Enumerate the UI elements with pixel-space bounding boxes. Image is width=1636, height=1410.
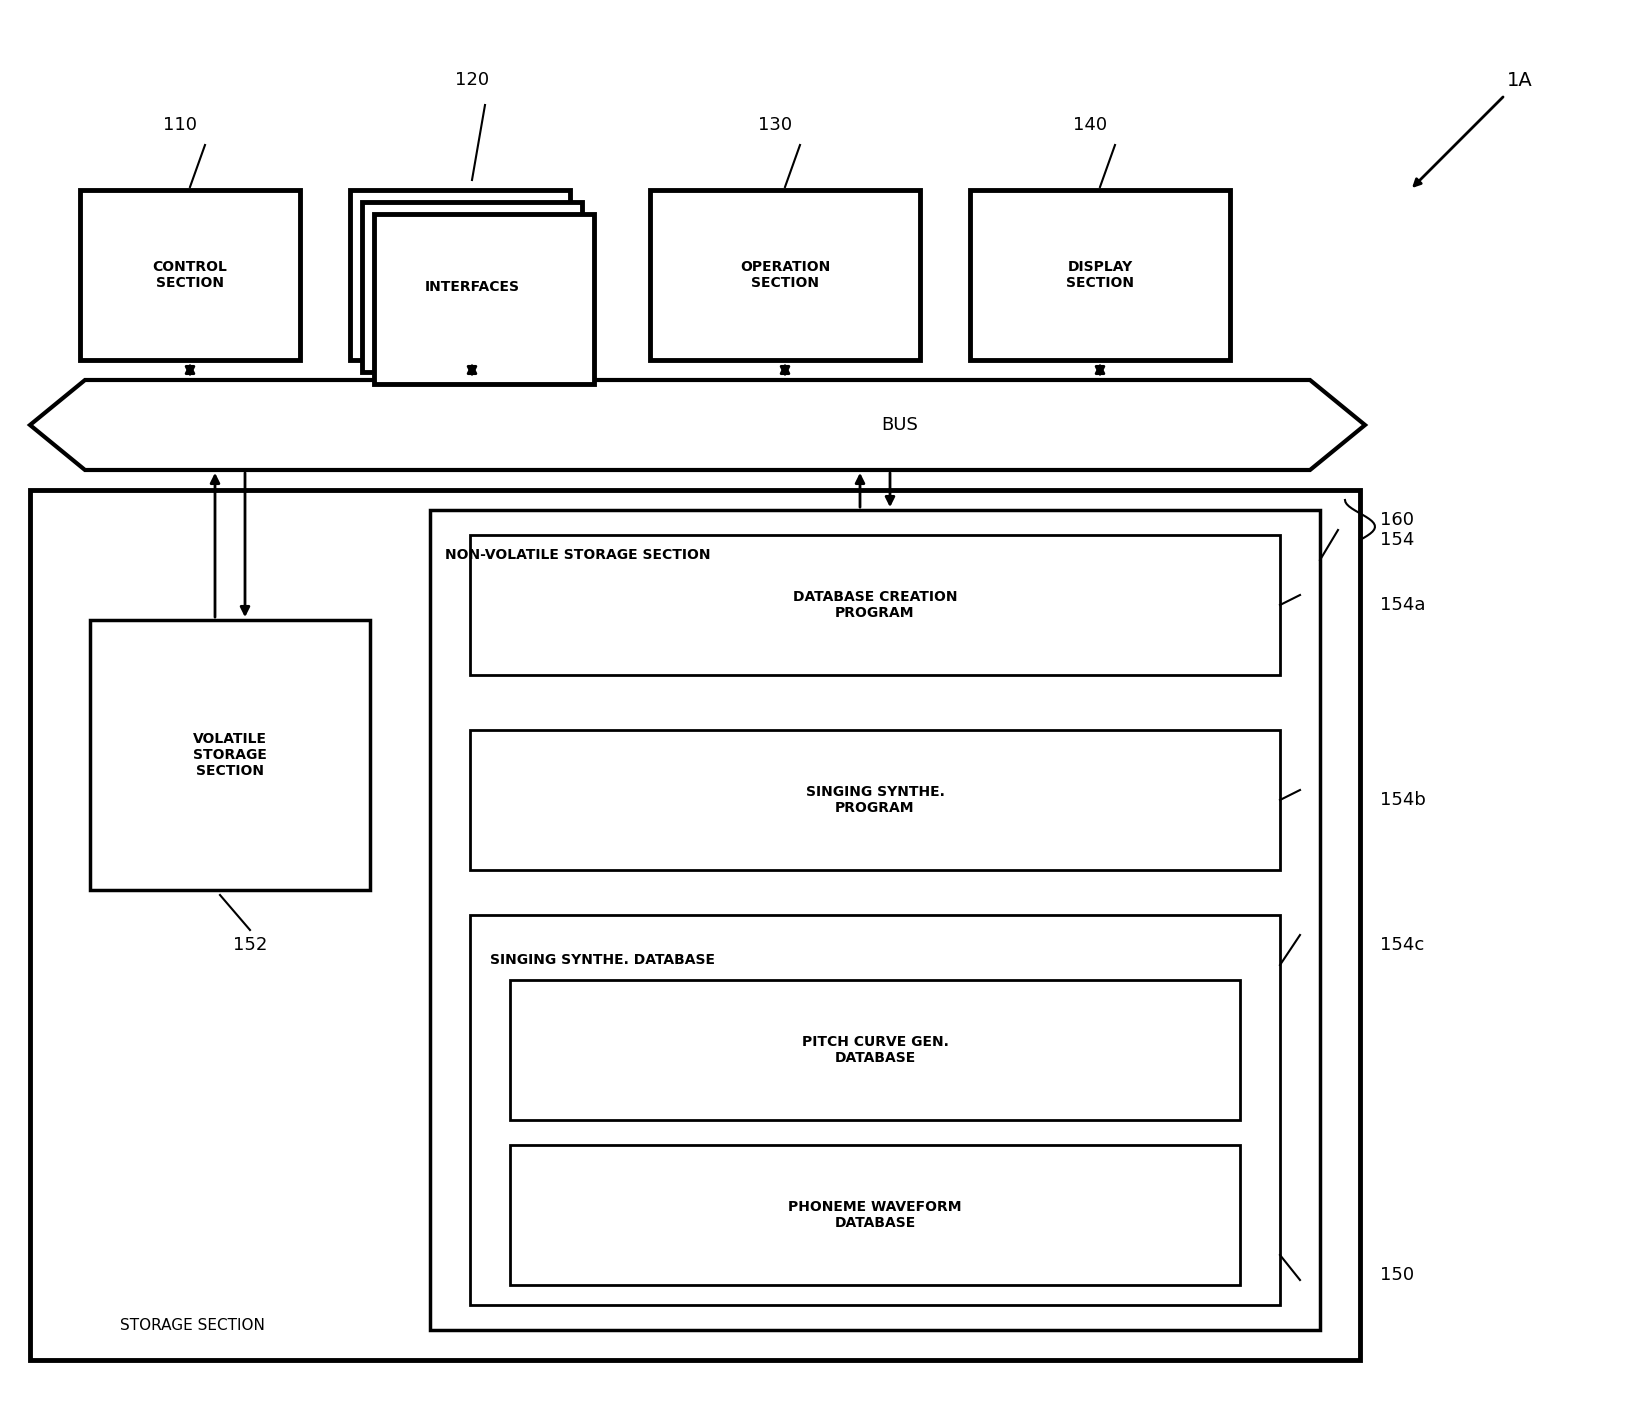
Bar <box>90 620 370 890</box>
Text: 140: 140 <box>1073 116 1108 134</box>
Text: 154b: 154b <box>1381 791 1427 809</box>
Text: 154a: 154a <box>1381 596 1425 613</box>
Text: PITCH CURVE GEN.
DATABASE: PITCH CURVE GEN. DATABASE <box>802 1035 949 1065</box>
Text: STORAGE SECTION: STORAGE SECTION <box>119 1317 265 1332</box>
Text: SINGING SYNTHE.
PROGRAM: SINGING SYNTHE. PROGRAM <box>805 785 944 815</box>
Bar <box>470 915 1279 1306</box>
Text: VOLATILE
STORAGE
SECTION: VOLATILE STORAGE SECTION <box>193 732 267 778</box>
Text: 1A: 1A <box>1507 70 1533 89</box>
Text: 110: 110 <box>164 116 196 134</box>
Bar <box>470 534 1279 675</box>
Bar <box>510 1145 1240 1285</box>
Text: 120: 120 <box>455 70 489 89</box>
Text: DATABASE CREATION
PROGRAM: DATABASE CREATION PROGRAM <box>793 589 957 620</box>
Bar <box>350 190 569 360</box>
Text: CONTROL
SECTION: CONTROL SECTION <box>152 259 227 290</box>
Bar <box>430 510 1320 1330</box>
Text: OPERATION
SECTION: OPERATION SECTION <box>739 259 829 290</box>
Text: 152: 152 <box>232 936 267 955</box>
Text: BUS: BUS <box>882 416 918 434</box>
Text: 130: 130 <box>757 116 792 134</box>
Bar <box>970 190 1230 360</box>
Bar <box>375 214 594 384</box>
Bar <box>80 190 299 360</box>
Bar <box>510 980 1240 1120</box>
Text: PHONEME WAVEFORM
DATABASE: PHONEME WAVEFORM DATABASE <box>789 1200 962 1230</box>
Text: DISPLAY
SECTION: DISPLAY SECTION <box>1067 259 1134 290</box>
Text: NON-VOLATILE STORAGE SECTION: NON-VOLATILE STORAGE SECTION <box>445 548 710 563</box>
Text: 160: 160 <box>1381 510 1414 529</box>
Bar <box>470 730 1279 870</box>
Text: INTERFACES: INTERFACES <box>424 281 520 295</box>
Bar <box>649 190 919 360</box>
Text: 154c: 154c <box>1381 936 1425 955</box>
Text: 150: 150 <box>1381 1266 1414 1285</box>
Text: SINGING SYNTHE. DATABASE: SINGING SYNTHE. DATABASE <box>491 953 715 967</box>
Bar <box>29 491 1360 1361</box>
Text: 154: 154 <box>1381 532 1415 548</box>
Polygon shape <box>29 381 1364 470</box>
Bar <box>362 202 582 372</box>
